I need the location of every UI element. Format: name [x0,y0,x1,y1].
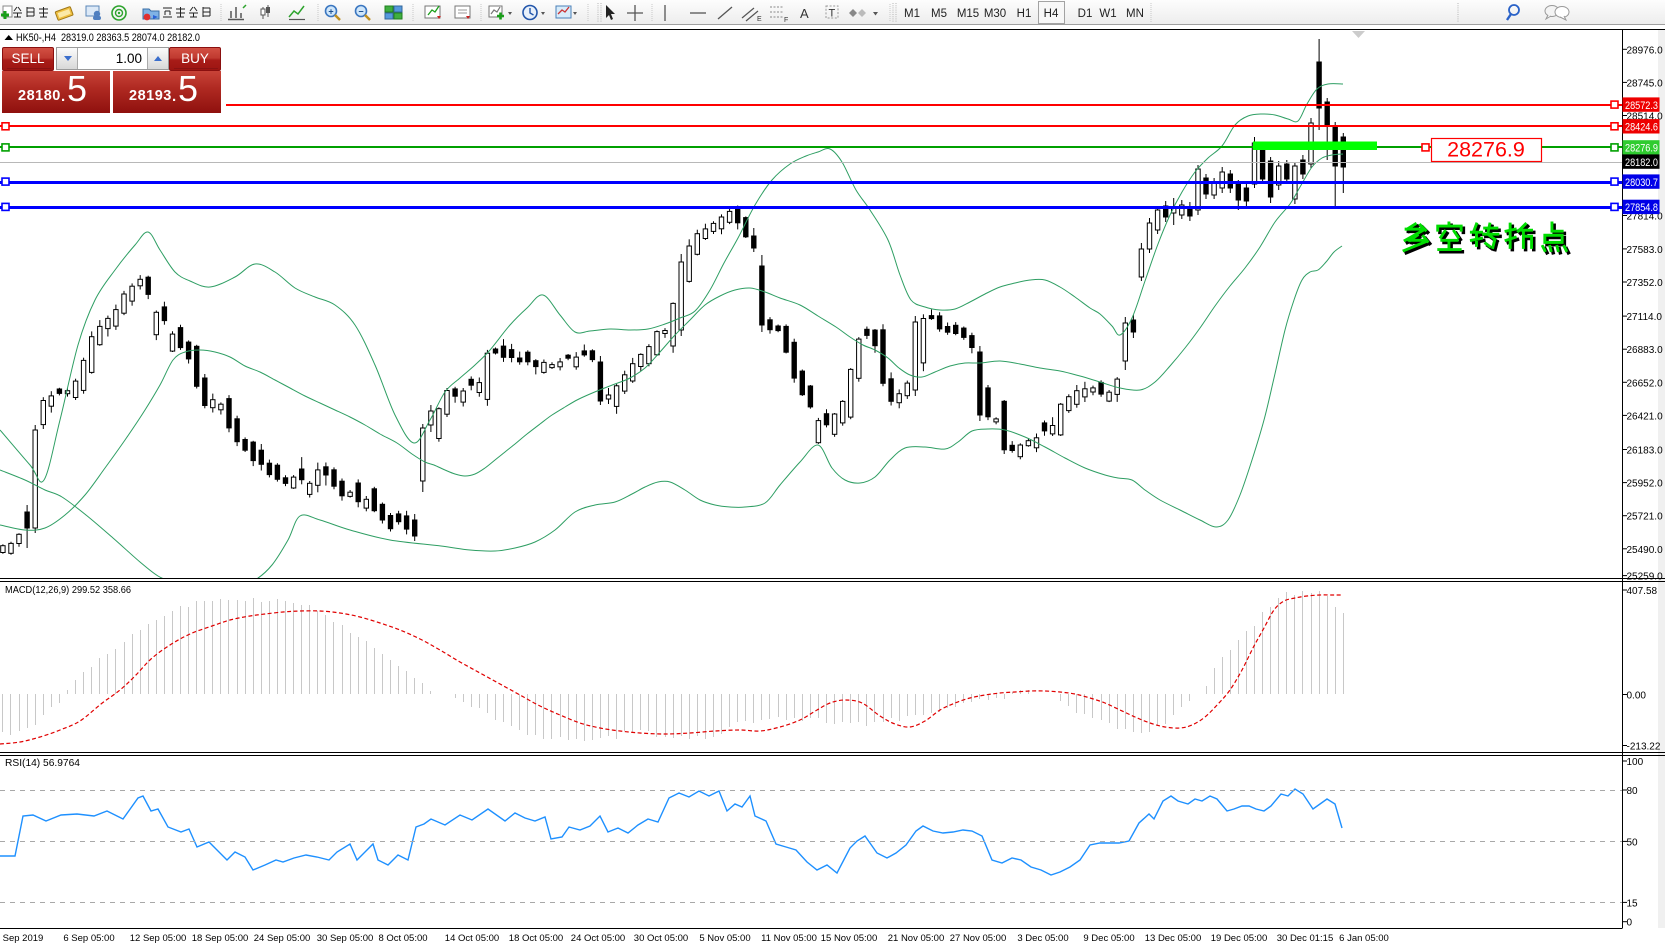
svg-text:25490.0: 25490.0 [1627,545,1664,556]
svg-text:30 Oct 05:00: 30 Oct 05:00 [634,933,688,944]
svg-text:T: T [829,8,836,20]
svg-text:F: F [784,17,788,24]
svg-text:27352.0: 27352.0 [1627,278,1664,289]
svg-text:+: + [328,7,333,17]
svg-text:6 Sep 05:00: 6 Sep 05:00 [63,933,114,944]
svg-text:30 Dec 01:15: 30 Dec 01:15 [1277,933,1334,944]
svg-text:80: 80 [1627,786,1639,797]
svg-text:8 Oct 05:00: 8 Oct 05:00 [378,933,427,944]
svg-text:28572.3: 28572.3 [1625,100,1658,112]
svg-text:407.58: 407.58 [1627,586,1658,597]
svg-text:A: A [800,6,809,21]
svg-text:MN: MN [1126,8,1144,20]
svg-text:6 Jan 05:00: 6 Jan 05:00 [1339,933,1389,944]
svg-text:25259.0: 25259.0 [1627,572,1664,583]
svg-text:26183.0: 26183.0 [1627,446,1664,457]
svg-text:28182.0: 28182.0 [1625,157,1658,169]
svg-text:27814.0: 27814.0 [1627,212,1664,223]
svg-text:50: 50 [1627,837,1639,848]
svg-text:M1: M1 [904,8,920,20]
svg-text:21 Nov 05:00: 21 Nov 05:00 [888,933,945,944]
svg-text:D1: D1 [1078,8,1093,20]
svg-text:13 Dec 05:00: 13 Dec 05:00 [1145,933,1202,944]
svg-text:9 Dec 05:00: 9 Dec 05:00 [1083,933,1134,944]
svg-text:15: 15 [1627,898,1639,909]
svg-text:28976.0: 28976.0 [1627,45,1664,56]
svg-text:28276.9: 28276.9 [1447,138,1525,162]
svg-text:2 Sep 2019: 2 Sep 2019 [0,933,43,944]
svg-text:27854.8: 27854.8 [1625,202,1658,214]
svg-text:0.00: 0.00 [1627,691,1647,702]
svg-text:3 Dec 05:00: 3 Dec 05:00 [1017,933,1068,944]
svg-text:11 Nov 05:00: 11 Nov 05:00 [761,933,817,944]
svg-text:24 Oct 05:00: 24 Oct 05:00 [571,933,625,944]
svg-text:MACD(12,26,9) 299.52 358.66: MACD(12,26,9) 299.52 358.66 [5,584,131,596]
svg-text:HK50-,H4 28319.0 28363.5 2807: HK50-,H4 28319.0 28363.5 28074.0 28182.0 [16,32,200,44]
svg-text:15 Nov 05:00: 15 Nov 05:00 [821,933,878,944]
svg-text:18 Sep 05:00: 18 Sep 05:00 [192,933,249,944]
svg-text:100: 100 [1627,757,1644,768]
svg-text:25721.0: 25721.0 [1627,512,1664,523]
svg-text:RSI(14) 56.9764: RSI(14) 56.9764 [5,757,80,769]
svg-text:25952.0: 25952.0 [1627,479,1664,490]
svg-text:26652.0: 26652.0 [1627,378,1664,389]
svg-text:5 Nov 05:00: 5 Nov 05:00 [699,933,750,944]
svg-text:H4: H4 [1044,8,1059,20]
svg-text:−: − [358,7,363,17]
svg-text:12 Sep 05:00: 12 Sep 05:00 [130,933,187,944]
svg-text:18 Oct 05:00: 18 Oct 05:00 [509,933,563,944]
svg-text:-213.22: -213.22 [1627,742,1661,753]
svg-text:28514.0: 28514.0 [1627,112,1664,123]
svg-text:M5: M5 [931,8,947,20]
svg-text:24 Sep 05:00: 24 Sep 05:00 [254,933,311,944]
svg-text:28030.7: 28030.7 [1625,177,1658,189]
svg-text:M15: M15 [957,8,979,20]
svg-text:28424.6: 28424.6 [1625,122,1658,134]
svg-text:30 Sep 05:00: 30 Sep 05:00 [317,933,374,944]
svg-text:M30: M30 [984,8,1006,20]
svg-text:14 Oct 05:00: 14 Oct 05:00 [445,933,499,944]
svg-text:27 Nov 05:00: 27 Nov 05:00 [950,933,1007,944]
svg-text:0: 0 [1627,918,1633,929]
svg-text:26421.0: 26421.0 [1627,411,1664,422]
svg-text:28745.0: 28745.0 [1627,78,1664,89]
svg-text:27114.0: 27114.0 [1627,312,1663,323]
svg-text:27583.0: 27583.0 [1627,245,1664,256]
svg-text:28276.9: 28276.9 [1625,143,1658,155]
svg-text:W1: W1 [1099,8,1116,20]
svg-text:E: E [757,16,762,23]
svg-text:19 Dec 05:00: 19 Dec 05:00 [1211,933,1268,944]
svg-text:H1: H1 [1017,8,1032,20]
svg-text:26883.0: 26883.0 [1627,345,1664,356]
